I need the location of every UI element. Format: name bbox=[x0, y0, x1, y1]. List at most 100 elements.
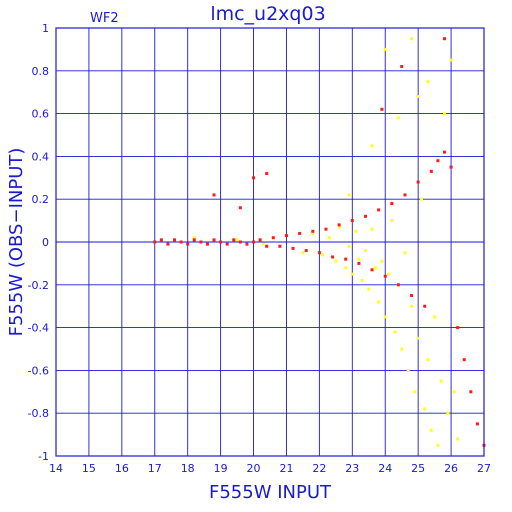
y-tick-label-7: 0.4 bbox=[32, 150, 50, 163]
scatter-point-s1-16 bbox=[258, 238, 262, 242]
scatter-point-s1-15 bbox=[252, 240, 256, 244]
scatter-point-s1-34 bbox=[377, 208, 381, 212]
grid-lines bbox=[55, 27, 485, 457]
scatter-point-s1-56 bbox=[442, 37, 446, 41]
scatter-point-s0-8 bbox=[334, 259, 338, 263]
scatter-point-s1-42 bbox=[429, 169, 433, 173]
scatter-point-s0-49 bbox=[347, 193, 351, 197]
x-tick-label-13: 27 bbox=[477, 462, 491, 475]
scatter-point-s1-17 bbox=[265, 244, 269, 248]
scatter-point-s1-5 bbox=[186, 242, 190, 246]
scatter-point-s1-21 bbox=[291, 246, 295, 250]
scatter-point-s1-22 bbox=[298, 231, 302, 235]
scatter-point-s0-32 bbox=[416, 336, 420, 340]
scatter-point-s0-39 bbox=[439, 379, 443, 383]
scatter-point-s1-29 bbox=[344, 257, 348, 261]
x-tick-labels: 14 15 16 17 18 19 20 21 22 23 24 25 26 27 bbox=[49, 462, 491, 475]
y-tick-labels: -1 -0.8 -0.6 -0.4 -0.2 0 0.2 0.4 0.6 0.8 1 bbox=[28, 22, 49, 463]
scatter-point-s0-10 bbox=[344, 266, 348, 270]
x-tick-label-5: 19 bbox=[214, 462, 228, 475]
scatter-point-s0-33 bbox=[419, 197, 423, 201]
scatter-point-s0-22 bbox=[383, 315, 387, 319]
scatter-point-s1-13 bbox=[238, 240, 242, 244]
scatter-point-s1-23 bbox=[304, 249, 308, 253]
scatter-point-s0-27 bbox=[400, 347, 404, 351]
scatter-point-s0-15 bbox=[360, 279, 364, 283]
scatter-point-s1-57 bbox=[380, 107, 384, 111]
scatter-point-s0-50 bbox=[396, 116, 400, 120]
scatter-point-s1-14 bbox=[245, 242, 249, 246]
scatter-point-s0-7 bbox=[327, 236, 331, 240]
scatter-point-s0-6 bbox=[321, 253, 325, 257]
scatter-point-s0-43 bbox=[452, 390, 456, 394]
scatter-point-s1-11 bbox=[225, 242, 229, 246]
scatter-point-s0-21 bbox=[380, 259, 384, 263]
y-tick-label-6: 0.2 bbox=[32, 193, 50, 206]
scatter-point-s0-44 bbox=[456, 437, 460, 441]
y-tick-label-10: 1 bbox=[42, 22, 49, 35]
scatter-point-s0-28 bbox=[403, 251, 407, 255]
chart-title: lmc_u2xq03 bbox=[210, 3, 325, 25]
scatter-point-s1-25 bbox=[317, 251, 321, 255]
scatter-point-s1-26 bbox=[324, 227, 328, 231]
scatter-point-s0-14 bbox=[357, 257, 361, 261]
y-tick-label-5: 0 bbox=[42, 236, 49, 249]
scatter-point-s0-34 bbox=[423, 407, 427, 411]
scatter-point-s1-9 bbox=[212, 238, 216, 242]
scatter-point-s0-0 bbox=[192, 236, 196, 240]
scatter-point-s1-55 bbox=[400, 65, 404, 69]
scatter-point-s1-51 bbox=[265, 172, 269, 176]
scatter-point-s0-24 bbox=[390, 219, 394, 223]
scatter-point-s1-24 bbox=[311, 229, 315, 233]
scatter-point-s1-39 bbox=[410, 294, 414, 297]
scatter-point-s1-27 bbox=[331, 255, 335, 259]
scatter-point-s0-16 bbox=[363, 249, 367, 253]
scatter-point-s1-49 bbox=[475, 422, 479, 426]
scatter-point-s1-53 bbox=[212, 193, 216, 197]
scatter-point-s1-4 bbox=[179, 240, 183, 244]
scatter-point-s0-29 bbox=[406, 368, 410, 372]
x-tick-label-2: 16 bbox=[115, 462, 129, 475]
scatter-point-s1-7 bbox=[199, 240, 203, 244]
x-tick-label-10: 24 bbox=[378, 462, 392, 475]
x-tick-label-9: 23 bbox=[345, 462, 359, 475]
scatter-point-s1-46 bbox=[456, 326, 460, 330]
scatter-point-s1-54 bbox=[238, 206, 242, 210]
scatter-point-s0-4 bbox=[301, 251, 305, 255]
scatter-point-s1-38 bbox=[403, 193, 407, 197]
scatter-point-s0-41 bbox=[446, 411, 450, 415]
plot-frame bbox=[55, 27, 485, 457]
scatter-point-s0-20 bbox=[377, 300, 381, 304]
scatter-point-s0-42 bbox=[449, 58, 453, 62]
chart-subtitle: WF2 bbox=[90, 11, 119, 26]
scatter-point-s0-36 bbox=[429, 428, 433, 432]
x-tick-label-8: 22 bbox=[312, 462, 326, 475]
scatter-point-s1-18 bbox=[271, 236, 275, 240]
scatter-point-s0-31 bbox=[413, 390, 417, 394]
scatter-point-s1-1 bbox=[159, 238, 163, 242]
scatter-point-s1-30 bbox=[350, 219, 354, 223]
scatter-point-s1-6 bbox=[192, 238, 196, 242]
scatter-point-s1-8 bbox=[205, 242, 209, 246]
scatter-point-s0-11 bbox=[347, 244, 351, 248]
scatter-point-s0-9 bbox=[337, 225, 341, 229]
scatter-point-s0-46 bbox=[410, 37, 414, 41]
scatter-point-s1-10 bbox=[219, 240, 223, 244]
y-axis-label: F555W (OBS−INPUT) bbox=[6, 148, 27, 337]
scatter-point-s0-19 bbox=[373, 266, 377, 270]
scatter-point-s0-17 bbox=[367, 287, 371, 291]
scatter-point-s1-35 bbox=[383, 274, 387, 278]
x-tick-label-4: 18 bbox=[181, 462, 195, 475]
scatter-point-s0-25 bbox=[393, 330, 397, 334]
scatter-point-s1-3 bbox=[173, 238, 177, 242]
scatter-point-s1-0 bbox=[153, 240, 157, 244]
scatter-point-s0-40 bbox=[442, 112, 446, 116]
x-tick-label-0: 14 bbox=[49, 462, 63, 475]
scatter-point-s0-45 bbox=[383, 47, 387, 51]
data-points bbox=[153, 37, 486, 447]
x-tick-label-7: 21 bbox=[279, 462, 293, 475]
y-tick-label-2: -0.6 bbox=[28, 364, 49, 377]
scatter-point-s1-31 bbox=[357, 261, 361, 265]
scatter-point-s1-32 bbox=[363, 214, 367, 218]
